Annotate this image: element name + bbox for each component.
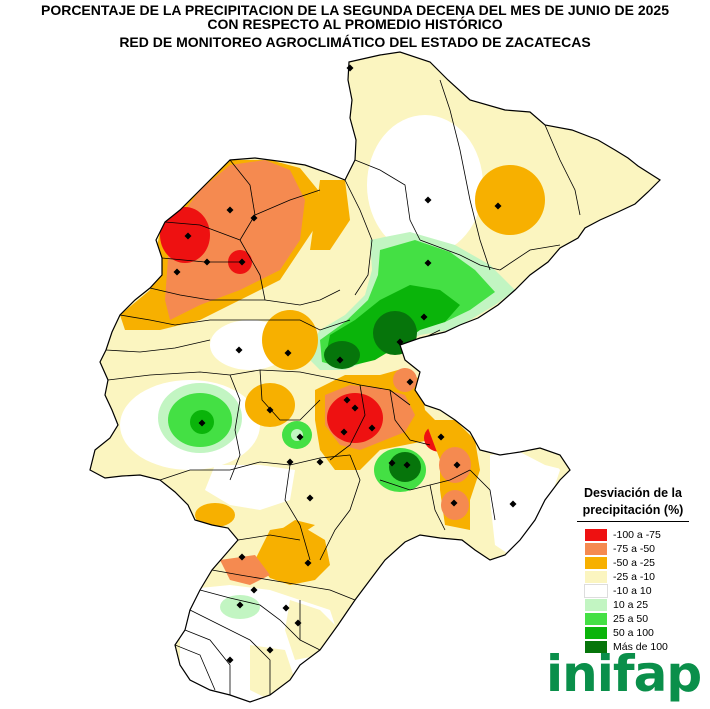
station-marker <box>509 500 517 508</box>
station-marker <box>198 419 206 427</box>
station-marker <box>343 396 351 404</box>
station-marker <box>284 349 292 357</box>
legend-label: -100 a -75 <box>613 529 661 541</box>
legend-item: -100 a -75 <box>577 528 689 542</box>
station-marker <box>450 499 458 507</box>
inifap-logo: inifap <box>546 646 706 706</box>
station-marker <box>424 259 432 267</box>
map-title-line3: RED DE MONITOREO AGROCLIMÁTICO DEL ESTAD… <box>119 34 591 50</box>
station-marker <box>235 346 243 354</box>
station-marker <box>396 338 404 346</box>
station-marker <box>294 619 302 627</box>
station-marker <box>437 433 445 441</box>
legend-swatch <box>585 571 607 583</box>
legend-label: -75 a -50 <box>613 543 656 555</box>
legend-label: -10 a 10 <box>613 585 652 597</box>
station-marker <box>266 646 274 654</box>
legend-title-line1: Desviación de la <box>584 486 682 500</box>
station-marker <box>236 601 244 609</box>
legend-swatch <box>585 529 607 541</box>
legend-swatch <box>584 584 608 598</box>
station-marker <box>388 459 396 467</box>
legend-label: -50 a -25 <box>613 557 656 569</box>
station-marker <box>173 268 181 276</box>
station-marker <box>368 424 376 432</box>
legend-item: 10 a 25 <box>577 598 689 612</box>
legend: Desviación de la precipitación (%) -100 … <box>577 485 689 654</box>
legend-swatch <box>585 599 607 611</box>
legend-swatch <box>585 613 607 625</box>
legend-item: -10 a 10 <box>577 584 689 598</box>
station-marker <box>306 494 314 502</box>
station-marker <box>238 553 246 561</box>
legend-label: 10 a 25 <box>613 599 649 611</box>
station-marker <box>346 64 354 72</box>
logo-text: inifap <box>546 645 702 703</box>
legend-item: Más de 100 <box>577 640 689 654</box>
station-marker <box>184 232 192 240</box>
legend-swatch <box>585 543 607 555</box>
legend-label: Más de 100 <box>613 641 668 653</box>
station-marker <box>282 604 290 612</box>
legend-label: -25 a -10 <box>613 571 656 583</box>
station-marker <box>316 458 324 466</box>
station-marker <box>340 428 348 436</box>
station-marker <box>250 586 258 594</box>
legend-item: 50 a 100 <box>577 626 689 640</box>
station-marker <box>286 458 294 466</box>
station-marker <box>403 461 411 469</box>
legend-item: -25 a -10 <box>577 570 689 584</box>
legend-item: 25 a 50 <box>577 612 689 626</box>
station-marker <box>424 196 432 204</box>
station-marker <box>226 206 234 214</box>
station-marker <box>203 258 211 266</box>
station-marker <box>226 656 234 664</box>
legend-swatch <box>585 641 607 653</box>
station-marker <box>336 356 344 364</box>
legend-title: Desviación de la precipitación (%) <box>577 485 689 522</box>
legend-swatch <box>585 627 607 639</box>
station-marker <box>296 433 304 441</box>
map-title-line2: CON RESPECTO AL PROMEDIO HISTÓRICO <box>207 16 503 32</box>
legend-item: -75 a -50 <box>577 542 689 556</box>
station-marker <box>406 378 414 386</box>
legend-swatch <box>585 557 607 569</box>
legend-title-line2: precipitación (%) <box>582 503 684 517</box>
map-title-line1: PORCENTAJE DE LA PRECIPITACION DE LA SEG… <box>40 2 670 18</box>
station-marker <box>238 258 246 266</box>
legend-label: 25 a 50 <box>613 613 649 625</box>
legend-items: -100 a -75 -75 a -50 -50 a -25 -25 a -10 -10… <box>577 528 689 654</box>
station-marker <box>453 461 461 469</box>
station-marker <box>304 559 312 567</box>
station-marker <box>351 404 359 412</box>
station-marker <box>420 313 428 321</box>
station-marker <box>250 214 258 222</box>
station-marker <box>494 202 502 210</box>
legend-item: -50 a -25 <box>577 556 689 570</box>
legend-label: 50 a 100 <box>613 627 654 639</box>
station-marker <box>266 406 274 414</box>
